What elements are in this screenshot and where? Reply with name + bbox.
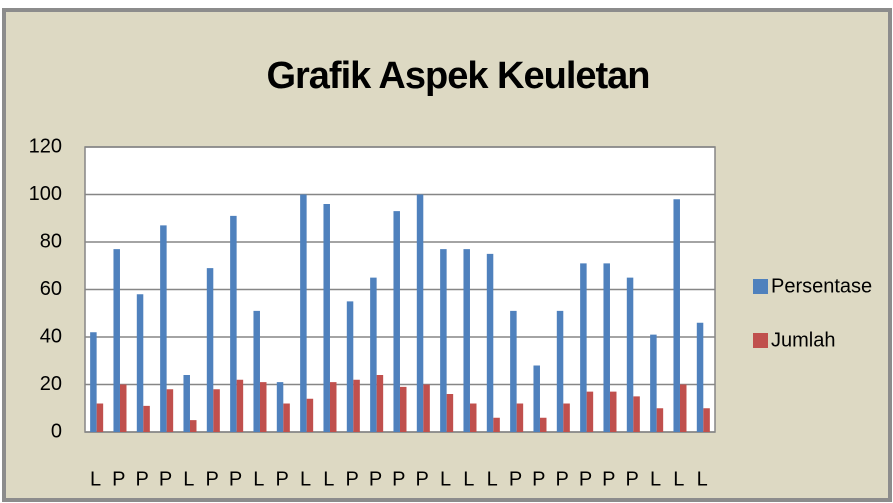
bar	[680, 384, 687, 432]
bar	[353, 379, 360, 432]
y-tick-label: 100	[29, 183, 62, 205]
bar	[603, 263, 610, 432]
y-tick-label: 80	[40, 230, 62, 252]
bar	[346, 301, 354, 432]
x-tick-label: P	[392, 468, 405, 490]
bar	[440, 249, 447, 432]
x-tick-label: L	[90, 468, 101, 490]
bar	[650, 334, 657, 432]
x-tick-label: P	[555, 468, 568, 490]
bar	[160, 225, 167, 432]
bar	[510, 310, 517, 432]
bar	[633, 396, 640, 432]
bar	[120, 384, 127, 432]
x-tick-label: P	[112, 468, 125, 490]
bar	[253, 310, 260, 432]
x-tick-label: P	[205, 468, 218, 490]
x-tick-label: L	[487, 468, 498, 490]
bar	[143, 405, 150, 432]
bar	[423, 384, 430, 432]
x-tick-label: P	[229, 468, 242, 490]
bar	[370, 277, 377, 432]
x-tick-label: L	[323, 468, 334, 490]
bar	[213, 389, 220, 432]
bar	[136, 294, 144, 432]
bar	[580, 263, 587, 432]
bar	[416, 194, 424, 432]
y-tick-label: 60	[40, 278, 62, 300]
bar	[556, 310, 564, 432]
y-tick-label: 20	[40, 373, 62, 395]
bar	[446, 394, 454, 432]
x-tick-label: P	[415, 468, 428, 490]
bar	[463, 249, 470, 432]
bar	[610, 391, 617, 432]
bar	[90, 332, 97, 432]
bar	[260, 382, 267, 432]
bar	[283, 403, 290, 432]
bar	[323, 204, 330, 432]
legend-label: Jumlah	[771, 329, 835, 351]
bar	[206, 268, 214, 432]
bar	[540, 417, 547, 432]
x-tick-label: L	[463, 468, 474, 490]
bar	[190, 420, 197, 432]
x-tick-label: P	[532, 468, 545, 490]
x-tick-label: L	[253, 468, 264, 490]
bar	[113, 249, 120, 432]
bar	[166, 389, 174, 432]
y-tick-label: 40	[40, 325, 62, 347]
bar	[516, 403, 524, 432]
x-tick-label: L	[673, 468, 684, 490]
x-tick-label: P	[579, 468, 592, 490]
legend-swatch	[753, 333, 768, 348]
y-tick-label: 120	[29, 135, 62, 157]
bar	[276, 382, 284, 432]
x-tick-label: L	[440, 468, 451, 490]
bar	[376, 375, 384, 432]
x-tick-label: P	[345, 468, 358, 490]
bar	[563, 403, 570, 432]
bar	[183, 375, 190, 432]
x-tick-label: P	[602, 468, 615, 490]
x-tick-label: P	[625, 468, 638, 490]
bar	[586, 391, 594, 432]
bar	[696, 322, 704, 432]
bar	[486, 253, 494, 432]
bar	[96, 403, 104, 432]
bar	[626, 277, 634, 432]
bar	[236, 379, 244, 432]
bar	[330, 382, 337, 432]
chart-title: Grafik Aspek Keuletan	[266, 55, 649, 97]
bar	[673, 199, 680, 432]
x-tick-label: P	[369, 468, 382, 490]
bar	[533, 365, 540, 432]
legend-swatch	[753, 279, 768, 294]
legend-label: Persentase	[771, 275, 872, 297]
bar	[656, 408, 664, 432]
bar	[393, 211, 400, 432]
x-tick-label: P	[275, 468, 288, 490]
x-tick-label: L	[300, 468, 311, 490]
bar	[493, 417, 500, 432]
bar	[400, 386, 407, 432]
bar	[703, 408, 710, 432]
x-tick-label: L	[650, 468, 661, 490]
x-tick-label: P	[159, 468, 172, 490]
x-tick-label: P	[135, 468, 148, 490]
bar	[230, 215, 237, 432]
bar	[306, 398, 314, 432]
x-tick-label: L	[697, 468, 708, 490]
x-tick-label: L	[183, 468, 194, 490]
bar	[470, 403, 477, 432]
x-tick-label: P	[509, 468, 522, 490]
bar	[300, 194, 307, 432]
y-tick-label: 0	[51, 420, 62, 442]
